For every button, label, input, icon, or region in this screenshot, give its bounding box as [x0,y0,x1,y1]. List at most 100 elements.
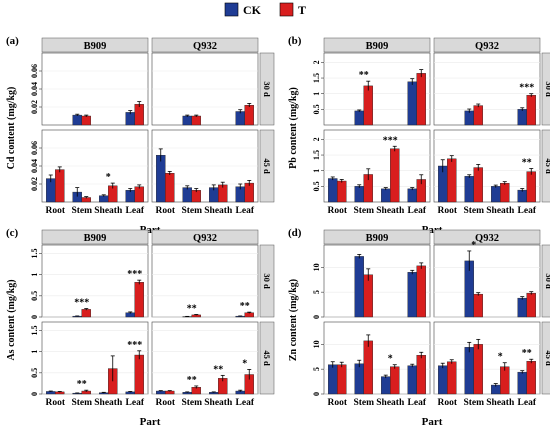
x-axis-label: Part [422,416,443,426]
y-tick-label: 2 [312,60,321,64]
significance-label: *** [383,135,398,146]
x-tick-label: Root [155,206,175,216]
y-tick-label: 0.5 [312,181,321,191]
bar-t-leaf [526,95,536,126]
y-tick-label: 0 [30,392,39,396]
bar-t-sheath [390,366,400,395]
panel-label: (a) [6,35,19,47]
y-axis-label: Cd content (mg/kg) [6,87,17,170]
bar-t-leaf [416,355,426,395]
facet-strip [41,229,149,245]
row-title: 45 d [544,350,550,366]
facet-title: Q932 [193,41,217,52]
facet-cell: ***** [41,321,149,395]
facet-title: Q932 [475,41,499,52]
facet-cell: * [323,321,431,395]
bar-ck-leaf [517,109,527,126]
bar-t-stem [81,115,91,126]
bar-t-leaf [416,265,426,318]
y-tick-label: 0 [312,392,321,396]
x-tick-label: Leaf [236,398,255,408]
bar-t-leaf [244,182,254,203]
bar-t-root [337,364,347,395]
facet-cell: *** [323,129,431,203]
facet-title: B909 [366,41,389,52]
facet-plot-area [151,244,259,318]
panel-label: (c) [6,227,19,239]
x-tick-label: Sheath [204,398,233,408]
facet-cell: ** ** [151,244,259,318]
row-strip [541,321,550,395]
bar-t-leaf [526,292,536,318]
y-tick-label: 0.5 [30,368,39,378]
bar-ck-sheath [99,195,109,203]
bar-ck-stem [182,115,192,126]
bar-ck-stem [72,114,82,126]
bar-t-stem [473,344,483,395]
bar-t-stem [473,167,483,203]
y-tick-label: 0.5 [30,291,39,301]
row-strip [541,52,550,126]
bar-ck-leaf [517,297,527,318]
bar-ck-stem [464,110,474,126]
facet-cell: ***** [151,321,259,395]
bar-ck-leaf [125,112,135,126]
x-tick-label: Stem [71,206,92,216]
facet-title: B909 [84,41,107,52]
row-strip [259,52,275,126]
x-tick-label: Stem [463,398,484,408]
facet-cell: ** [323,52,431,126]
x-tick-label: Sheath [204,206,233,216]
significance-label: * [498,352,503,363]
row-strip [259,244,275,318]
bar-t-root [447,361,457,395]
bar-ck-root [156,154,166,203]
bar-t-stem [473,293,483,318]
significance-label: *** [519,83,534,94]
row-strip [259,129,275,203]
y-tick-label: 0.02 [30,100,39,114]
facet-plot-area [41,244,149,318]
row-title: 30 d [544,273,550,289]
bar-ck-root [328,178,338,203]
facet-strip [323,229,431,245]
x-tick-label: Stem [353,398,374,408]
significance-label: * [388,354,393,365]
facet-cell: *** [433,321,541,395]
bar-ck-leaf [235,111,245,126]
y-axis-label: Zn content (mg/kg) [288,279,299,361]
bar-ck-stem [354,186,364,203]
bar-ck-stem [182,187,192,203]
bar-t-leaf [416,73,426,126]
bar-ck-leaf [517,371,527,395]
bar-t-sheath [390,148,400,203]
significance-label: * [242,358,247,369]
y-tick-label: 1.5 [312,150,321,160]
bar-ck-stem [464,176,474,203]
x-tick-label: Sheath [486,206,515,216]
facet-title: B909 [84,233,107,244]
x-tick-label: Sheath [376,206,405,216]
y-tick-label: 0.5 [312,104,321,114]
panel-label: (d) [288,227,302,239]
bar-ck-leaf [407,81,417,126]
facet-cell: * [433,240,541,318]
y-tick-label: 0 [312,315,321,319]
x-tick-label: Leaf [408,206,427,216]
y-tick-label: 1 [30,273,39,277]
bar-t-sheath [500,183,510,203]
bar-ck-sheath [381,376,391,395]
row-title: 30 d [262,81,272,97]
bar-t-stem [363,85,373,126]
y-tick-label: 0.02 [30,177,39,191]
bar-ck-leaf [407,272,417,318]
facet-strip [433,229,541,245]
y-tick-label: 10 [312,340,321,348]
facet-title: B909 [366,233,389,244]
facet-title: Q932 [193,233,217,244]
legend-ck-swatch [224,2,239,17]
x-tick-label: Leaf [518,206,537,216]
bar-ck-stem [354,363,364,395]
x-tick-label: Root [437,398,457,408]
